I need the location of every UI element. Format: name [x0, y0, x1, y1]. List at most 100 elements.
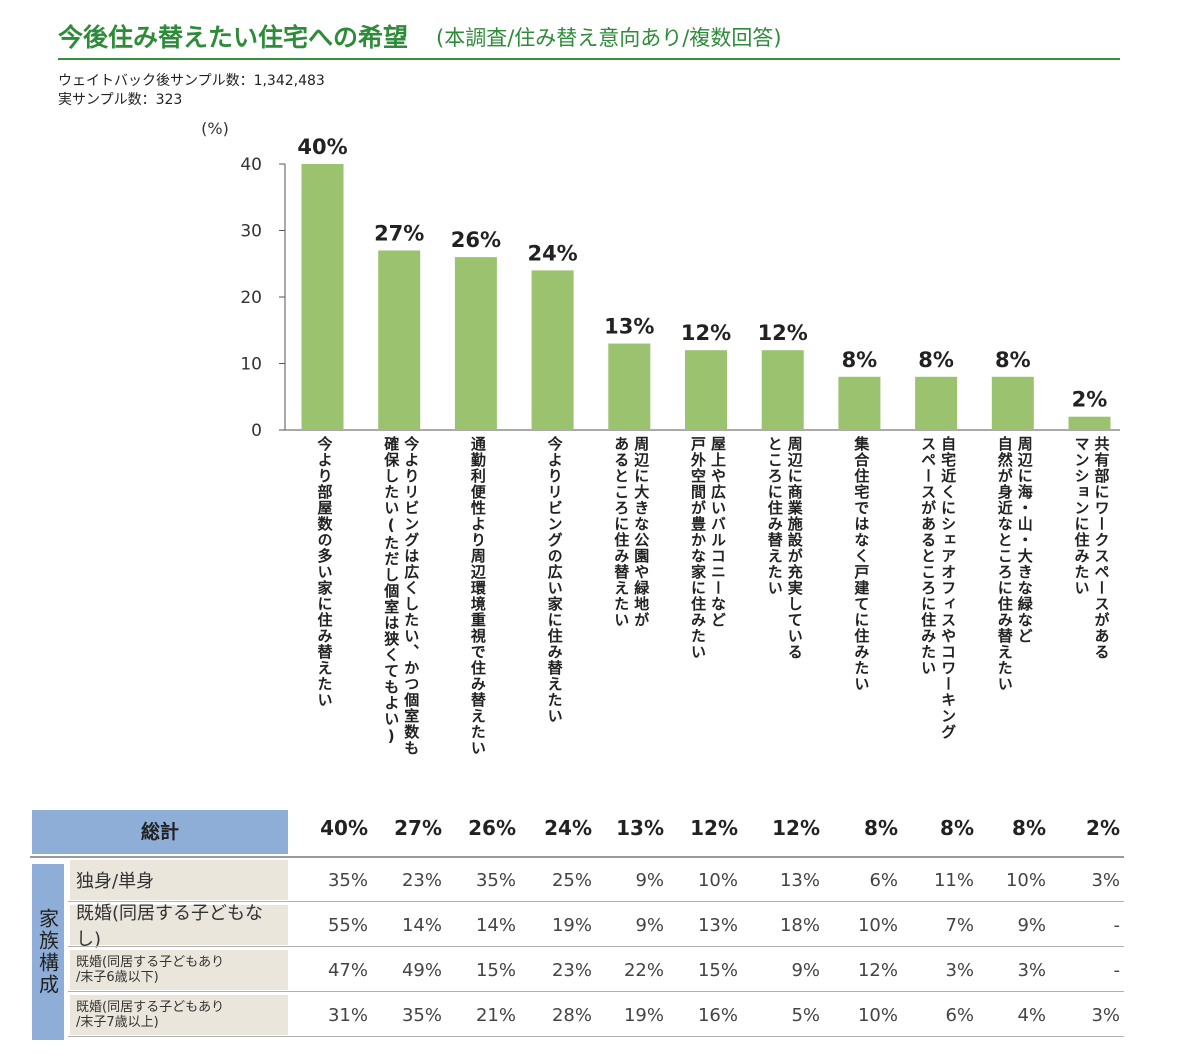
total-value: 13% — [616, 816, 664, 840]
table-cell: 10% — [1005, 870, 1046, 891]
row-label: 独身/単身 — [70, 860, 288, 900]
row-divider — [68, 946, 1124, 947]
total-value: 27% — [394, 816, 442, 840]
category-label: 自然が身近なところに住み替えたい — [995, 436, 1014, 692]
y-tick-label: 40 — [240, 155, 262, 175]
category-label: 共有部にワークスペースがある — [1092, 436, 1111, 660]
row-divider — [68, 991, 1124, 992]
breakdown-table: 総計 40% 27% 26% 24% 13% 12% 12% 8% 8% 8% 2% 家族構成 独身… — [30, 806, 1126, 1046]
table-cell: 10% — [697, 870, 738, 891]
table-cell: 11% — [933, 870, 974, 891]
y-tick-label: 20 — [240, 288, 262, 308]
family-structure-label: 家族構成 — [32, 864, 64, 1040]
table-cell: 25% — [551, 870, 592, 891]
table-cell: 12% — [857, 960, 898, 981]
bar-value-label: 13% — [604, 315, 654, 339]
bar — [991, 376, 1034, 430]
table-cell: 3% — [1091, 870, 1120, 891]
table-cell: 31% — [327, 1005, 368, 1026]
table-cell: 22% — [623, 960, 664, 981]
chart-title: 今後住み替えたい住宅への希望 — [58, 23, 409, 52]
bar — [838, 376, 881, 430]
total-value: 26% — [468, 816, 516, 840]
table-cell: 23% — [551, 960, 592, 981]
y-axis-unit-label: (%) — [201, 119, 229, 138]
table-cell: 35% — [475, 870, 516, 891]
table-cell: 6% — [869, 870, 898, 891]
category-label: 通勤利便性より周辺環境重視で住み替えたい — [468, 436, 487, 756]
table-cell: 4% — [1017, 1005, 1046, 1026]
table-cell: 10% — [857, 915, 898, 936]
table-cell: 14% — [401, 915, 442, 936]
category-label: 自宅近くにシェアオフィスやコワーキング — [939, 436, 958, 740]
table-cell: 7% — [945, 915, 974, 936]
table-row: 既婚(同居する子どもなし) 55% 14% 14% 19% 9% 13% 18% 10% 7% 9%… — [68, 903, 1124, 950]
table-cell: - — [1113, 915, 1121, 936]
bar-value-label: 8% — [995, 348, 1031, 372]
chart-subtitle: (本調査/住み替え意向あり/複数回答) — [436, 26, 782, 50]
total-value: 24% — [544, 816, 592, 840]
category-label: マンションに住みたい — [1072, 436, 1091, 596]
category-label: 周辺に大きな公園や緑地が — [632, 436, 651, 628]
table-cell: 47% — [327, 960, 368, 981]
bar-value-label: 27% — [374, 221, 424, 245]
table-cell: 13% — [779, 870, 820, 891]
bar-value-label: 12% — [758, 321, 808, 345]
bar-value-label: 12% — [681, 321, 731, 345]
actual-sample-count: 実サンプル数：323 — [58, 92, 183, 108]
table-cell: 3% — [945, 960, 974, 981]
row-label-line: 独身/単身 — [76, 871, 155, 892]
weighted-sample-count: ウェイトバック後サンプル数：1,342,483 — [58, 73, 325, 89]
table-cell: 3% — [1017, 960, 1046, 981]
category-label: 確保したい(ただし個室は狭くてもよい) — [382, 436, 401, 746]
category-label: 今よりリビングの広い家に住み替えたい — [545, 436, 564, 724]
total-label: 総計 — [32, 810, 288, 854]
table-cell: 16% — [697, 1005, 738, 1026]
title-bar: 今後住み替えたい住宅への希望 (本調査/住み替え意向あり/複数回答) — [58, 12, 1120, 60]
bar-chart: (%) 0 10 20 30 40 40% 27% 26% 24% 13% 12% 12% 8% 8% 8% 2… — [201, 119, 1120, 440]
row-label: 既婚(同居する子どもなし) — [70, 903, 288, 950]
total-value: 40% — [320, 816, 368, 840]
y-tick-label: 30 — [240, 222, 262, 242]
table-cell: 35% — [327, 870, 368, 891]
row-divider — [68, 901, 1124, 902]
bar-value-label: 8% — [918, 348, 954, 372]
table-cell: 9% — [791, 960, 820, 981]
y-tick-label: 10 — [240, 355, 262, 375]
table-row: 独身/単身 35% 23% 35% 25% 9% 10% 13% 6% 11% 10% 3% — [68, 858, 1124, 902]
category-label: 戸外空間が豊かな家に住みたい — [689, 436, 707, 660]
table-row: 既婚(同居する子どもあり/末子6歳以下) 47% 49% 15% 23% 22% 15% 9%… — [68, 948, 1124, 992]
bar-value-label: 2% — [1072, 388, 1108, 412]
bar — [608, 343, 651, 430]
row-label: 既婚(同居する子どもあり/末子7歳以上) — [70, 995, 288, 1035]
table-cell: 6% — [945, 1005, 974, 1026]
row-label-line: /末子6歳以下) — [76, 970, 159, 985]
table-cell: 49% — [401, 960, 442, 981]
table-cell: - — [1113, 960, 1121, 981]
table-cell: 9% — [1017, 915, 1046, 936]
table-cell: 18% — [779, 915, 820, 936]
row-label-line: 既婚(同居する子どもあり — [76, 1000, 225, 1015]
row-label-line: 既婚(同居する子どもなし) — [76, 903, 264, 950]
row-label-line: 既婚(同居する子どもあり — [76, 955, 225, 970]
row-label-line: /末子7歳以上) — [76, 1015, 159, 1030]
table-cell: 9% — [635, 870, 664, 891]
bar — [685, 350, 727, 430]
table-cell: 19% — [551, 915, 592, 936]
category-label: 周辺に商業施設が充実している — [785, 436, 804, 660]
table-cell: 55% — [327, 915, 368, 936]
table-cell: 15% — [475, 960, 516, 981]
table-cell: 9% — [635, 915, 664, 936]
table-cell: 23% — [401, 870, 442, 891]
category-label: ところに住み替えたい — [765, 436, 784, 596]
table-cell: 19% — [623, 1005, 664, 1026]
total-value: 12% — [772, 816, 820, 840]
total-value: 2% — [1086, 816, 1120, 840]
bar — [531, 270, 574, 430]
row-label: 既婚(同居する子どもあり/末子6歳以下) — [70, 950, 288, 990]
bar — [1068, 416, 1111, 430]
table-cell: 3% — [1091, 1005, 1120, 1026]
bar — [378, 250, 421, 430]
header-divider — [30, 856, 1124, 858]
total-value: 12% — [690, 816, 738, 840]
